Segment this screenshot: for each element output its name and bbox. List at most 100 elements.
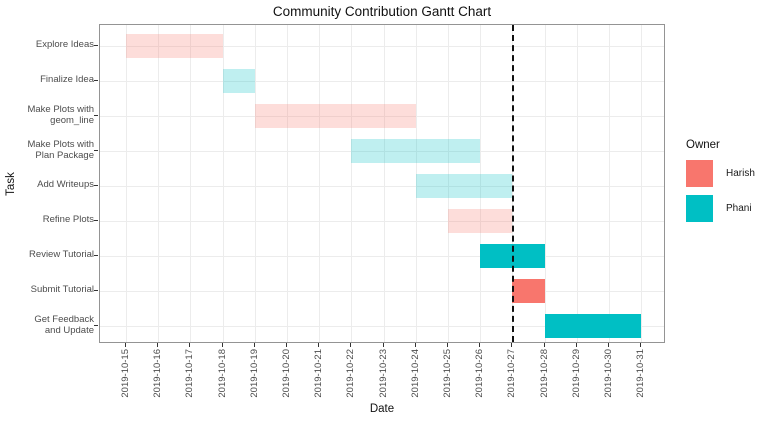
y-axis-tick [94, 45, 98, 46]
x-tick-label: 2019-10-25 [442, 349, 453, 398]
x-tick-label: 2019-10-21 [313, 349, 325, 398]
y-axis-tick [94, 150, 98, 151]
x-axis-tick [221, 343, 223, 347]
task-bar [126, 34, 223, 58]
x-axis-tick [414, 343, 416, 347]
x-tick-label: 2019-10-29 [570, 349, 582, 398]
x-tick-label: 2019-10-18 [216, 349, 228, 398]
x-tick-label: 2019-10-22 [345, 349, 357, 398]
x-tick-label: 2019-10-19 [248, 349, 260, 398]
x-axis-tick [286, 343, 287, 347]
y-axis-tick [94, 80, 98, 81]
x-axis-tick [318, 343, 320, 347]
task-bar [222, 69, 255, 93]
x-axis-tick [125, 343, 126, 347]
vertical-gridline [609, 25, 610, 342]
y-axis-tick [94, 185, 98, 186]
vertical-gridline [544, 25, 546, 342]
y-axis-tick [94, 220, 98, 221]
legend: Owner Harish Phani [686, 139, 755, 230]
x-tick-label: 2019-10-15 [120, 349, 131, 398]
task-label: Add Writeups [37, 179, 94, 191]
x-axis-tick [382, 343, 384, 347]
horizontal-gridline [100, 221, 664, 222]
x-axis-tick [253, 343, 255, 347]
legend-entries: Harish Phani [686, 160, 755, 222]
y-axis-title: Task [5, 171, 17, 196]
y-axis-tick [94, 325, 98, 326]
vertical-gridline [190, 25, 192, 342]
vertical-gridline [158, 25, 160, 342]
vertical-gridline [254, 25, 256, 342]
vertical-gridline [641, 25, 643, 342]
task-label: Submit Tutorial [30, 284, 94, 296]
vertical-gridline [415, 25, 417, 342]
task-bar [448, 209, 513, 233]
y-axis-tick [94, 290, 98, 291]
x-tick-label: 2019-10-24 [409, 349, 421, 398]
x-axis-tick [479, 343, 481, 347]
horizontal-gridline [100, 46, 664, 47]
vertical-gridline [383, 25, 385, 342]
task-label: Make Plots with geom_line [27, 103, 94, 126]
x-axis-tick [511, 343, 513, 347]
task-label: Get Feedback and Update [34, 313, 94, 336]
vertical-gridline [448, 25, 449, 342]
horizontal-gridline [100, 186, 664, 187]
y-axis-tick [94, 255, 98, 256]
x-axis-tick [543, 343, 545, 347]
plot-panel [99, 24, 665, 343]
chart-title: Community Contribution Gantt Chart [272, 4, 492, 19]
task-label: Make Plots with Plan Package [27, 138, 94, 161]
horizontal-gridline [100, 116, 664, 117]
task-bar [254, 104, 416, 128]
x-axis-tick [157, 343, 159, 347]
task-bar [415, 174, 513, 198]
x-tick-label: 2019-10-31 [635, 349, 647, 398]
legend-label: Harish [726, 168, 755, 179]
horizontal-gridline [100, 291, 664, 292]
horizontal-gridline [100, 326, 664, 327]
x-tick-label: 2019-10-23 [377, 349, 389, 398]
task-label: Refine Plots [42, 214, 94, 226]
x-tick-label: 2019-10-20 [281, 349, 292, 398]
horizontal-gridline [100, 256, 664, 257]
x-tick-label: 2019-10-28 [538, 349, 550, 398]
task-bar [512, 279, 545, 303]
task-label: Finalize Idea [40, 74, 94, 86]
x-tick-label: 2019-10-17 [184, 349, 196, 398]
task-label: Review Tutorial [29, 249, 94, 261]
legend-swatch [686, 195, 713, 222]
vertical-gridline [319, 25, 321, 342]
horizontal-gridline [100, 151, 664, 152]
x-tick-label: 2019-10-30 [603, 349, 614, 398]
legend-entry: Phani [686, 195, 755, 222]
task-label: Explore Ideas [35, 39, 94, 51]
x-tick-label: 2019-10-26 [474, 349, 486, 398]
legend-label: Phani [726, 203, 752, 214]
legend-swatch [686, 160, 713, 187]
task-bar [544, 314, 642, 338]
task-bar [351, 139, 481, 163]
vertical-gridline [351, 25, 353, 342]
task-bar [480, 244, 545, 268]
vertical-gridline [480, 25, 482, 342]
x-tick-label: 2019-10-16 [152, 349, 164, 398]
vertical-gridline [222, 25, 224, 342]
vertical-gridline [126, 25, 127, 342]
legend-entry: Harish [686, 160, 755, 187]
x-axis-tick [608, 343, 609, 347]
legend-title: Owner [686, 139, 720, 151]
x-axis-tick [189, 343, 191, 347]
y-axis-tick [94, 115, 98, 116]
vertical-gridline [287, 25, 288, 342]
today-marker-line [512, 25, 515, 342]
x-axis-tick [640, 343, 642, 347]
vertical-gridline [576, 25, 578, 342]
x-axis-title: Date [369, 403, 395, 415]
x-axis-tick [350, 343, 352, 347]
x-axis-tick [447, 343, 448, 347]
x-tick-label: 2019-10-27 [506, 349, 518, 398]
x-axis-tick [575, 343, 577, 347]
